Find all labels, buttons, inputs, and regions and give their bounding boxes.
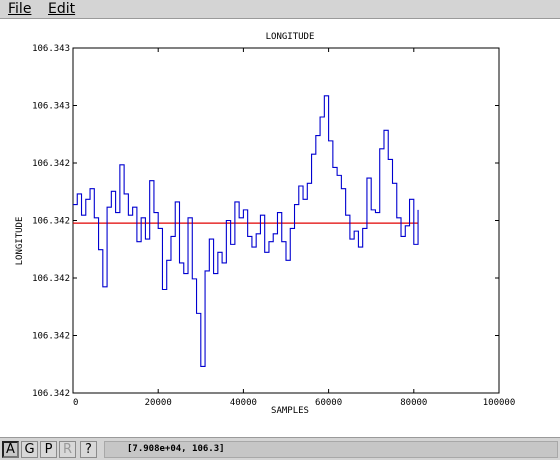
x-tick-label: 20000 (145, 398, 172, 408)
help-button[interactable]: ? (80, 441, 97, 458)
x-tick-label: 60000 (315, 398, 342, 408)
y-tick-label: 106.342 (32, 274, 70, 284)
longitude-chart[interactable]: 106.342 106.342 106.342 106.342 106.342 106.3… (0, 19, 560, 437)
series-line (73, 95, 419, 368)
y-tick-label: 106.343 (32, 44, 70, 54)
x-tick-label: 40000 (230, 398, 257, 408)
x-tick-label: 0 (73, 398, 78, 408)
y-tick-label: 106.343 (32, 102, 70, 112)
menu-edit[interactable]: Edit (48, 1, 75, 17)
x-tick-label: 100000 (483, 398, 516, 408)
y-tick-label: 106.342 (32, 332, 70, 342)
x-axis-label: SAMPLES (271, 406, 309, 416)
y-axis-ticks: 106.342 106.342 106.342 106.342 106.342 106.3… (32, 44, 499, 399)
menu-file[interactable]: File (8, 1, 31, 17)
x-axis-ticks: 0 20000 40000 60000 80000 100000 (72, 48, 516, 408)
status-bar: A G P R ? [7.908e+04, 106.3] (0, 437, 560, 460)
coordinate-readout: [7.908e+04, 106.3] (104, 441, 558, 458)
tool-button-p[interactable]: P (40, 441, 57, 458)
tool-button-r: R (59, 441, 76, 458)
y-axis-label: LONGITUDE (15, 217, 25, 266)
menu-file-label: File (8, 1, 32, 17)
tool-button-g[interactable]: G (21, 441, 38, 458)
chart-title: LONGITUDE (266, 32, 315, 42)
y-tick-label: 106.342 (32, 389, 70, 399)
tool-button-a[interactable]: A (2, 441, 19, 458)
menu-edit-label: Edit (48, 1, 76, 17)
chart-area[interactable]: 106.342 106.342 106.342 106.342 106.342 106.3… (0, 19, 560, 437)
y-tick-label: 106.342 (32, 159, 70, 169)
menu-bar: File Edit (0, 0, 560, 19)
y-tick-label: 106.342 (32, 217, 70, 227)
x-tick-label: 80000 (400, 398, 427, 408)
